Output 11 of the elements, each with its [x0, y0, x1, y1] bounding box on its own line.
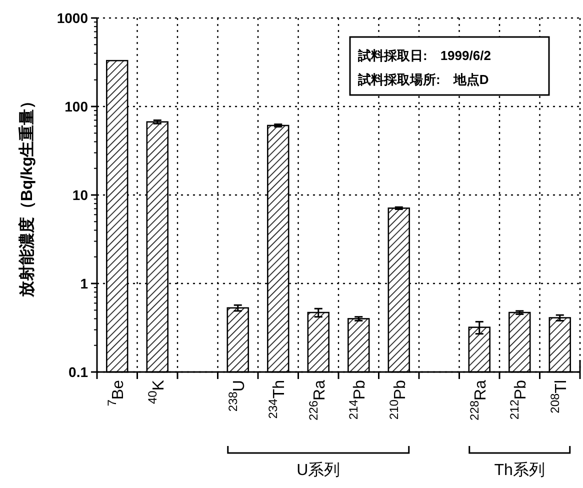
y-axis-title: 放射能濃度（Bq/kg生重量）	[17, 92, 36, 298]
y-tick-label: 1000	[56, 10, 88, 26]
y-tick-label: 1	[80, 276, 88, 292]
text: U系列	[296, 461, 340, 479]
text: Th系列	[494, 461, 545, 479]
info-box: 試料採取日: 1999/6/2 試料採取場所: 地点D	[349, 36, 550, 96]
annotation: 試料採取日: 1999/6/2	[357, 48, 491, 63]
annotation: 試料採取場所: 地点D	[357, 72, 489, 87]
y-tick-label: 10	[72, 187, 88, 203]
y-tick-label: 0.1	[68, 364, 88, 380]
y-tick-label: 100	[64, 98, 88, 114]
